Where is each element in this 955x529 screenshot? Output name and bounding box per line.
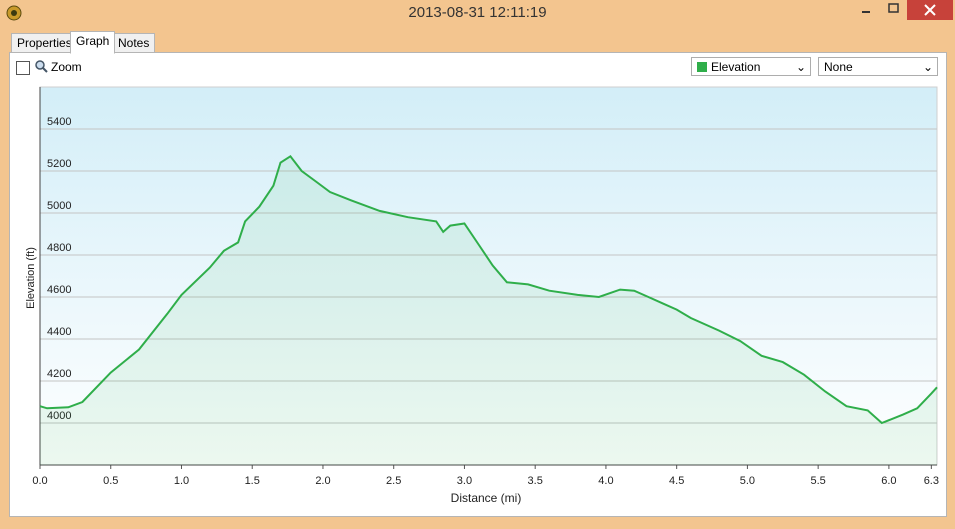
area	[40, 156, 937, 466]
x-axis-label: Distance (mi)	[451, 491, 522, 505]
x-tick-label: 2.0	[315, 475, 330, 487]
legend-label: Elevation	[711, 60, 761, 74]
y-tick-label: 4600	[47, 284, 71, 296]
y-axis-label: Elevation (ft)	[25, 247, 37, 309]
tab[interactable]: Graph	[70, 31, 116, 54]
x-tick-label: 5.0	[740, 475, 755, 487]
tab[interactable]: Notes	[112, 33, 156, 54]
x-tick-label: 4.0	[598, 475, 613, 487]
x-tick-label: 1.5	[245, 475, 260, 487]
line	[39, 154, 938, 425]
x-tick-label: 2.5	[386, 475, 401, 487]
x-tick-label: 3.0	[457, 475, 472, 487]
y-tick-label: 4200	[47, 368, 71, 380]
y-tick-label: 4400	[47, 326, 71, 338]
window-controls[interactable]	[850, 0, 955, 24]
zoom-label: Zoom	[51, 60, 82, 74]
x-tick-label: 4.5	[669, 475, 684, 487]
y-tick-label: 5400	[47, 116, 71, 128]
plot-area	[39, 86, 938, 466]
dropdown[interactable]: None ⌄	[818, 57, 938, 76]
x-tick-label: 0.5	[103, 475, 118, 487]
x-tick-label: 0.0	[32, 475, 47, 487]
y-tick-label: 4000	[47, 410, 71, 422]
dropdown-label: None	[824, 60, 853, 74]
x-tick-label: 1.0	[174, 475, 189, 487]
dropdown[interactable]: Elevation ⌄	[691, 57, 811, 76]
x-tick-label: 6.3	[924, 475, 939, 487]
legend-swatch	[697, 62, 707, 72]
y-tick-label: 4800	[47, 242, 71, 254]
zoom-icon	[35, 60, 48, 73]
checkbox[interactable]	[16, 61, 30, 75]
x-tick-label: 3.5	[528, 475, 543, 487]
y-tick-label: 5200	[47, 158, 71, 170]
x-tick-label: 5.5	[811, 475, 826, 487]
app-icon	[6, 5, 22, 21]
x-tick-label: 6.0	[881, 475, 896, 487]
y-tick-label: 5000	[47, 200, 71, 212]
title-bar: 2013-08-31 12:11:19	[408, 4, 547, 21]
